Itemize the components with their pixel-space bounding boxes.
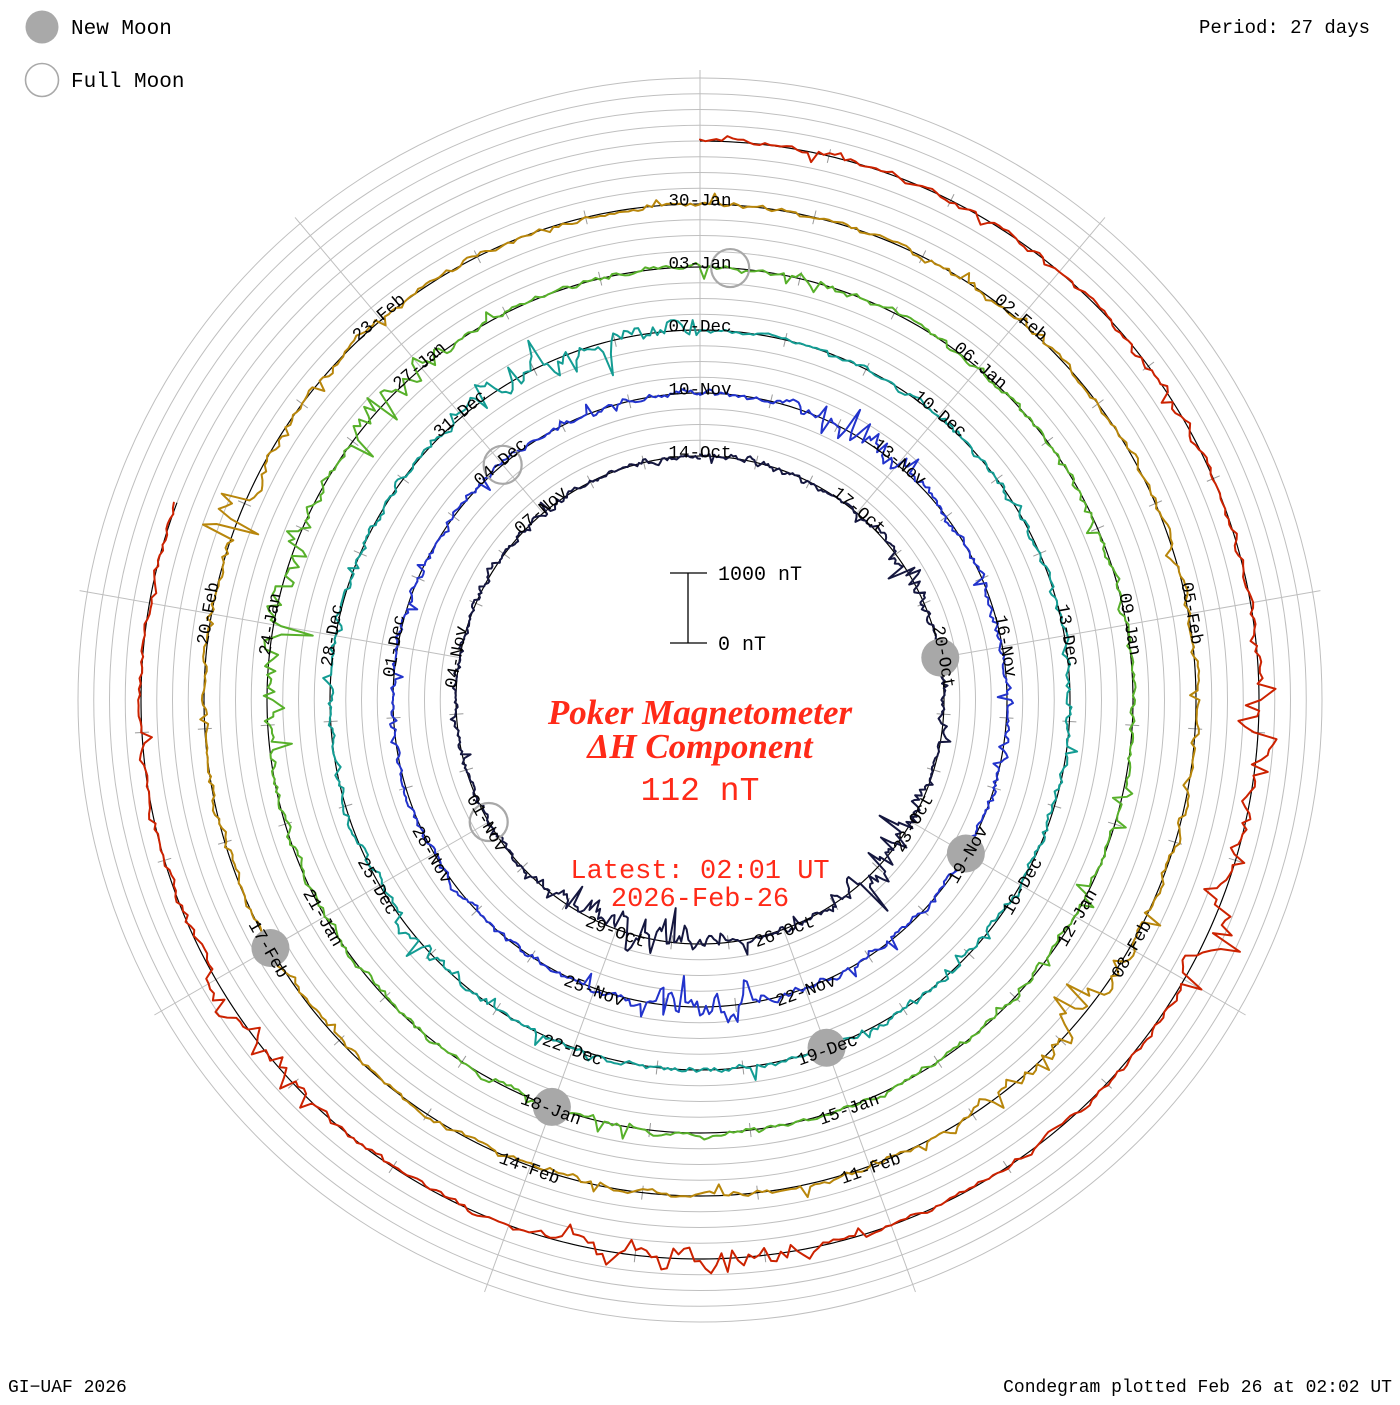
svg-text:Condegram plotted Feb 26 at 02: Condegram plotted Feb 26 at 02:02 UT bbox=[1003, 1378, 1392, 1398]
svg-text:2026-Feb-26: 2026-Feb-26 bbox=[611, 885, 789, 915]
svg-text:ΔH Component: ΔH Component bbox=[585, 727, 813, 766]
svg-text:Full Moon: Full Moon bbox=[71, 71, 184, 94]
svg-text:Latest: 02:01 UT: Latest: 02:01 UT bbox=[570, 857, 829, 887]
svg-text:1000 nT: 1000 nT bbox=[718, 564, 802, 587]
svg-text:New Moon: New Moon bbox=[71, 18, 172, 41]
svg-text:GI−UAF 2026: GI−UAF 2026 bbox=[8, 1378, 127, 1398]
svg-text:Period: 27 days: Period: 27 days bbox=[1199, 17, 1370, 39]
svg-text:03-Jan: 03-Jan bbox=[668, 255, 731, 275]
svg-text:0 nT: 0 nT bbox=[718, 634, 766, 657]
svg-text:112 nT: 112 nT bbox=[641, 773, 760, 810]
svg-text:10-Nov: 10-Nov bbox=[668, 381, 731, 401]
svg-text:30-Jan: 30-Jan bbox=[668, 192, 731, 212]
svg-text:14-Oct: 14-Oct bbox=[668, 444, 731, 464]
svg-text:07-Dec: 07-Dec bbox=[668, 318, 731, 338]
